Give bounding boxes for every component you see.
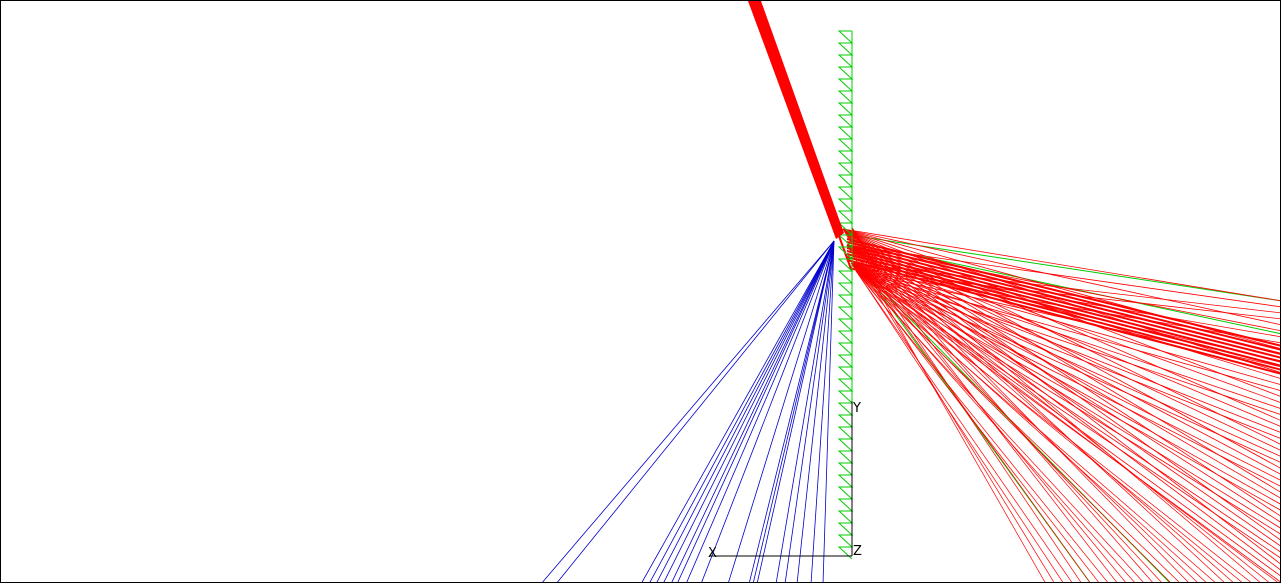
ray-red <box>842 228 1280 325</box>
ray-red <box>855 270 1280 582</box>
ray-red-strong <box>846 238 1280 347</box>
ray-red <box>842 228 1280 541</box>
z-axis-label: Z <box>853 544 862 559</box>
ray-red <box>846 244 1280 308</box>
ray-red-strong <box>846 253 1280 367</box>
grating-teeth <box>837 30 854 560</box>
ray-red <box>842 228 1280 493</box>
ray-red <box>850 262 1280 457</box>
ray-red <box>855 270 1108 582</box>
incident-beam-band <box>748 1 844 239</box>
ray-blue <box>775 240 835 582</box>
ray-blue <box>677 240 835 582</box>
ray-red-strong <box>846 250 1280 363</box>
ray-red <box>842 228 1280 421</box>
ray-red <box>850 262 1280 481</box>
ray-red <box>855 270 1280 439</box>
ray-red <box>855 270 1280 320</box>
ray-red <box>842 228 1280 373</box>
ray-red <box>846 244 1234 582</box>
ray-blue <box>649 240 835 582</box>
ray-red-strong <box>846 241 1280 351</box>
ray-red <box>842 228 1280 517</box>
ray-red <box>846 244 1280 523</box>
ray-blue <box>796 240 835 582</box>
ray-red <box>855 270 1216 582</box>
axis-triad: X Y Z <box>708 401 862 561</box>
ray-red <box>846 244 1280 571</box>
ray-red <box>846 244 1280 475</box>
ray-red-strong <box>846 244 1280 355</box>
ray-red <box>846 244 1055 582</box>
ray-blue <box>557 240 835 582</box>
ray-blue <box>784 240 835 582</box>
ray-blue <box>753 240 835 582</box>
ray-red <box>846 244 1270 582</box>
ray-blue <box>728 240 835 582</box>
ray-red <box>855 270 1180 582</box>
ray-blue <box>641 240 835 582</box>
ray-red <box>850 262 1280 385</box>
x-axis-label: X <box>708 546 717 561</box>
ray-red <box>850 262 1243 582</box>
ray-blue <box>701 240 835 582</box>
ray-red <box>850 262 1280 529</box>
ray-red <box>855 270 1280 415</box>
ray-red <box>846 244 1280 403</box>
ray-blue <box>810 240 835 582</box>
ray-red <box>846 244 1280 547</box>
ray-red <box>842 228 1261 582</box>
ray-red <box>850 262 1135 582</box>
ray-red <box>842 228 1280 302</box>
ray-red <box>855 270 1144 582</box>
ray-red <box>850 262 1280 433</box>
ray-red <box>855 270 1252 582</box>
ray-red <box>850 262 1064 582</box>
ray-red <box>850 262 1278 582</box>
ray-red-strong <box>846 259 1280 375</box>
ray-red <box>855 270 1073 582</box>
y-axis-label: Y <box>852 401 861 416</box>
ray-blue <box>656 240 835 582</box>
ray-red <box>842 228 1225 582</box>
ray-blue <box>749 240 835 582</box>
ray-red <box>842 228 1280 564</box>
ray-blue <box>822 240 835 582</box>
ray-blue <box>542 240 835 582</box>
ray-red <box>846 244 1198 582</box>
ray-red <box>855 270 1280 511</box>
ray-red <box>850 262 1280 409</box>
ray-red <box>842 228 1153 582</box>
ray-red <box>850 262 1280 577</box>
transmitted-rays-blue <box>542 240 835 582</box>
incident-beam <box>748 1 844 239</box>
ray-red <box>855 270 1280 391</box>
ray-blue <box>757 240 835 582</box>
ray-red-local <box>850 268 880 272</box>
ray-red <box>842 228 1046 582</box>
ray-red <box>850 262 1171 582</box>
grating-zigzag <box>837 30 854 560</box>
reflected-rays-red <box>838 227 1280 582</box>
ray-red-local <box>851 227 880 272</box>
ray-blue <box>686 240 835 582</box>
ray-red-strong <box>846 247 1280 359</box>
ray-blue <box>663 240 835 582</box>
ray-red <box>850 262 1207 582</box>
ray-blue <box>671 240 835 582</box>
ray-red <box>855 270 1280 463</box>
ray-red-strong <box>846 256 1280 371</box>
